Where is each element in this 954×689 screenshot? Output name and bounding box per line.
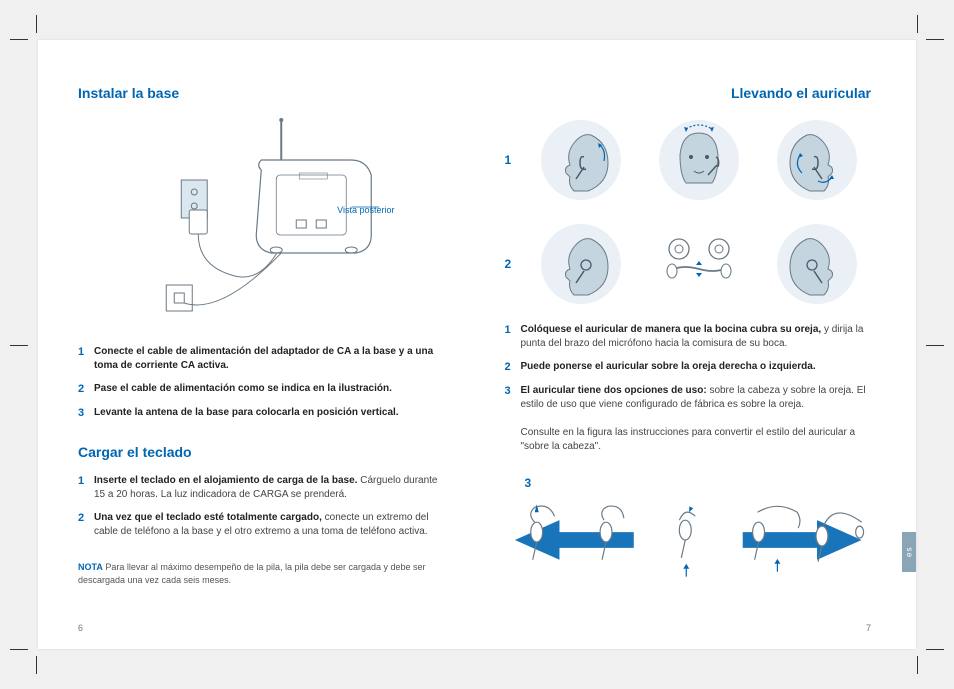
step-number: 2 [78,382,94,397]
extra-paragraph: Consulte en la figura las instrucciones … [521,427,856,452]
wearing-steps: 1 Colóquese el auricular de manera que l… [505,323,872,454]
crop-mark [10,649,28,650]
crop-mark [926,39,944,40]
step-number: 2 [78,511,94,539]
step-item: 2 Puede ponerse el auricular sobre la or… [505,360,872,375]
step-text: Puede ponerse el auricular sobre la orej… [521,361,816,372]
step-text-bold: Una vez que el teclado esté totalmente c… [94,512,322,523]
head-profile-icon [772,115,862,205]
heading-charge: Cargar el teclado [78,444,445,460]
step-item: 3 El auricular tiene dos opciones de uso… [505,384,872,454]
note: NOTA Para llevar al máximo desempeño de … [78,561,445,587]
row-number: 2 [505,257,519,271]
step-number: 3 [505,384,521,454]
note-label: NOTA [78,562,103,572]
crop-mark [917,656,918,674]
crop-mark [36,656,37,674]
step-item: 2 Pase el cable de alimentación como se … [78,382,445,397]
step-text: Levante la antena de la base para coloca… [94,407,399,418]
wearing-row-1: 1 [505,115,872,205]
step-text-bold: El auricular tiene dos opciones de uso: [521,385,707,396]
step-text-bold: Inserte el teclado en el alojamiento de … [94,475,357,486]
step-number: 1 [505,323,521,351]
crop-mark [36,15,37,33]
step-item: 1 Colóquese el auricular de manera que l… [505,323,872,351]
head-profile-icon [536,115,626,205]
head-group [527,115,872,205]
right-page: Llevando el auricular 1 [475,40,917,649]
left-page: Instalar la base [38,40,475,649]
charge-steps: 1 Inserte el teclado en el alojamiento d… [78,474,445,539]
heading-wearing: Llevando el auricular [505,85,872,101]
crop-mark [917,15,918,33]
vista-posterior-label: Vista posterior [337,205,394,215]
page-spread: Instalar la base [38,40,916,649]
step-item: 1 Conecte el cable de alimentación del a… [78,345,445,373]
note-text: Para llevar al máximo desempeño de la pi… [78,562,426,585]
step-text: Conecte el cable de alimentación del ada… [94,346,433,371]
step-text-bold: Colóquese el auricular de manera que la … [521,324,822,335]
head-profile-icon [536,219,626,309]
step-item: 3 Levante la antena de la base para colo… [78,406,445,421]
row-number: 1 [505,153,519,167]
heading-install-base: Instalar la base [78,85,445,101]
head-front-icon [654,115,744,205]
conversion-svg [505,492,872,587]
step-number: 2 [505,360,521,375]
install-steps: 1 Conecte el cable de alimentación del a… [78,345,445,422]
base-illustration: Vista posterior [78,115,445,325]
style-conversion-figure: 3 [505,476,872,592]
crop-mark [926,649,944,650]
step-number: 1 [78,474,94,502]
page-number-right: 7 [866,623,871,633]
wearing-row-2: 2 [505,219,872,309]
earloop-detail-icon [654,219,744,309]
step-item: 1 Inserte el teclado en el alojamiento d… [78,474,445,502]
figure-number: 3 [525,476,872,490]
step-text: Pase el cable de alimentación como se in… [94,383,392,394]
crop-mark [926,345,944,346]
page-number-left: 6 [78,623,83,633]
crop-mark [10,345,28,346]
step-number: 1 [78,345,94,373]
crop-mark [10,39,28,40]
step-number: 3 [78,406,94,421]
step-item: 2 Una vez que el teclado esté totalmente… [78,511,445,539]
head-group [527,219,872,309]
head-profile-icon [772,219,862,309]
language-tab: es [902,532,916,572]
base-svg [78,115,445,325]
